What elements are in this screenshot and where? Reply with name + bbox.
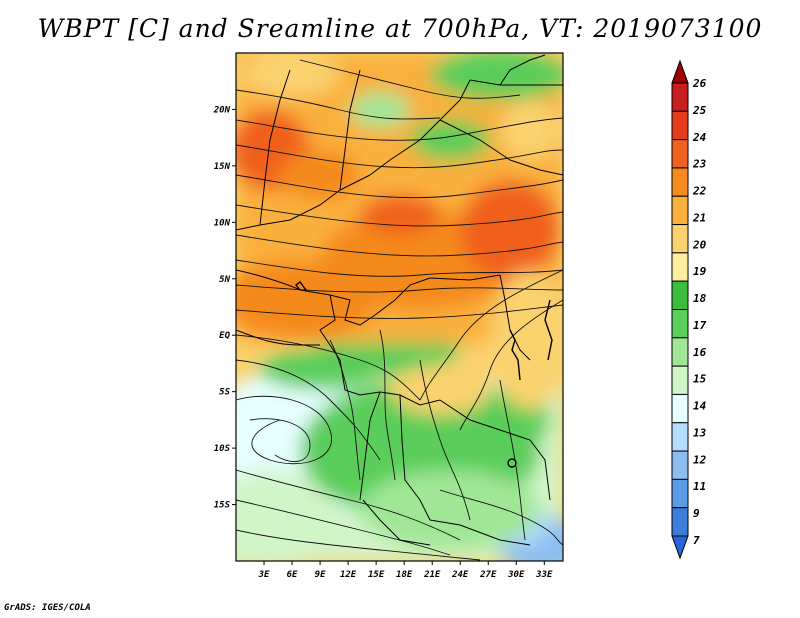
lat-tick-label: 10S xyxy=(214,444,231,454)
lon-tick-label: 9E xyxy=(315,570,326,580)
country-borders xyxy=(236,54,563,546)
colorbar-label: 20 xyxy=(692,238,707,251)
lon-tick-label: 24E xyxy=(451,570,469,580)
colorbar: 26 25 24 23 22 21 20 19 18 17 16 15 14 13 12 11 9 7 xyxy=(671,59,707,560)
lon-tick-label: 12E xyxy=(340,570,357,580)
colorbar-label: 23 xyxy=(692,158,707,171)
latitude-axis: 20N 15N 10N 5N EQ 5S 10S 15S xyxy=(213,105,236,511)
colorbar-segment xyxy=(671,195,689,226)
grads-credit: GrADS: IGES/COLA xyxy=(4,603,91,613)
coastline xyxy=(295,281,553,468)
colorbar-segment xyxy=(671,224,689,254)
colorbar-segment xyxy=(671,309,689,339)
colorbar-label: 19 xyxy=(693,265,707,278)
lon-tick-label: 21E xyxy=(423,570,441,580)
colorbar-label: 9 xyxy=(693,507,700,520)
lon-tick-label: 30E xyxy=(507,570,525,580)
colorbar-label: 18 xyxy=(693,292,707,305)
colorbar-segment xyxy=(671,280,689,310)
lat-tick-label: 10N xyxy=(214,218,231,228)
colorbar-segment xyxy=(671,337,689,367)
colorbar-segment xyxy=(671,252,689,282)
colorbar-segment xyxy=(671,478,689,509)
colorbar-label: 7 xyxy=(693,534,700,547)
lon-tick-label: 27E xyxy=(479,570,497,580)
wbpt-field xyxy=(236,53,563,561)
colorbar-bottom-arrow xyxy=(671,535,689,560)
lon-tick-label: 33E xyxy=(535,570,553,580)
colorbar-label: 17 xyxy=(693,319,707,332)
lat-tick-label: 20N xyxy=(213,105,231,115)
map-frame xyxy=(235,52,564,562)
colorbar-top-arrow xyxy=(671,59,689,84)
lon-tick-label: 15E xyxy=(368,570,385,580)
colorbar-segment xyxy=(671,507,689,537)
lon-tick-label: 18E xyxy=(396,570,413,580)
longitude-axis: 3E 6E 9E 12E 15E 18E 21E 24E 27E 30E 33E xyxy=(258,561,553,580)
colorbar-segment xyxy=(671,82,689,112)
colorbar-label: 21 xyxy=(692,211,706,224)
colorbar-label: 16 xyxy=(693,346,707,359)
lat-tick-label: 15S xyxy=(214,501,231,511)
lat-tick-label: 5N xyxy=(219,275,230,285)
colorbar-segment xyxy=(671,110,689,141)
colorbar-segment xyxy=(671,167,689,197)
colorbar-segment xyxy=(671,139,689,169)
lat-tick-label: 15N xyxy=(214,162,231,172)
colorbar-label: 24 xyxy=(692,131,707,144)
lat-tick-label: EQ xyxy=(219,331,230,341)
colorbar-label: 12 xyxy=(693,453,707,466)
colorbar-label: 15 xyxy=(693,373,707,386)
map-title: WBPT [C] and Sreamline at 700hPa, VT: 20… xyxy=(37,14,763,43)
lon-tick-label: 3E xyxy=(258,570,270,580)
colorbar-segment xyxy=(671,450,689,480)
streamlines xyxy=(236,59,563,561)
colorbar-segment xyxy=(671,422,689,452)
colorbar-label: 14 xyxy=(693,400,707,413)
colorbar-label: 26 xyxy=(692,77,707,90)
colorbar-label: 13 xyxy=(693,426,707,439)
colorbar-label: 22 xyxy=(692,185,707,198)
lat-tick-label: 5S xyxy=(219,388,230,398)
colorbar-segment xyxy=(671,365,689,395)
colorbar-label: 11 xyxy=(693,480,706,493)
colorbar-segment xyxy=(671,393,689,424)
colorbar-label: 25 xyxy=(692,104,707,117)
lon-tick-label: 6E xyxy=(287,570,298,580)
